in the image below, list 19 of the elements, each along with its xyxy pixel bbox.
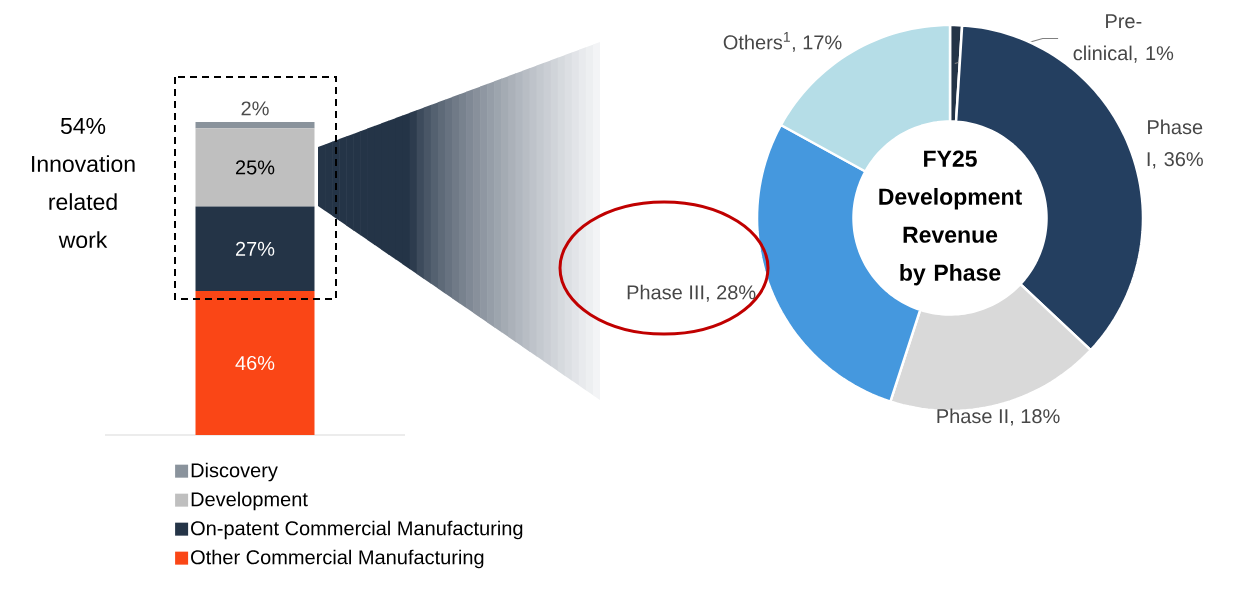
bar (195, 206, 315, 292)
legend-label: Development (191, 491, 308, 511)
text: FY25 Development Revenue by Phase (879, 150, 1022, 286)
data-label: 2% (241, 101, 269, 116)
text: 54% Innovation related work (32, 117, 135, 249)
bar (195, 128, 315, 207)
data-label: 25% (235, 160, 275, 175)
slice-label: Phase I, 36% (1147, 119, 1203, 169)
bar (195, 121, 315, 129)
legend-label: Other Commercial Manufacturing (191, 549, 484, 569)
slice-label: Phase II, 18% (937, 408, 1060, 426)
data-label: 46% (235, 355, 275, 371)
slice-label: Phase III, 28% (627, 284, 756, 302)
data-label: 27% (235, 241, 275, 256)
legend-label: Discovery (191, 462, 278, 482)
bar (195, 291, 315, 435)
legend-label: On-patent Commercial Manufacturing (191, 520, 523, 540)
slice-label: Others$^{1}$, 17% (723, 32, 842, 52)
slice-label: Pre-clinical, 1% (1073, 14, 1174, 63)
